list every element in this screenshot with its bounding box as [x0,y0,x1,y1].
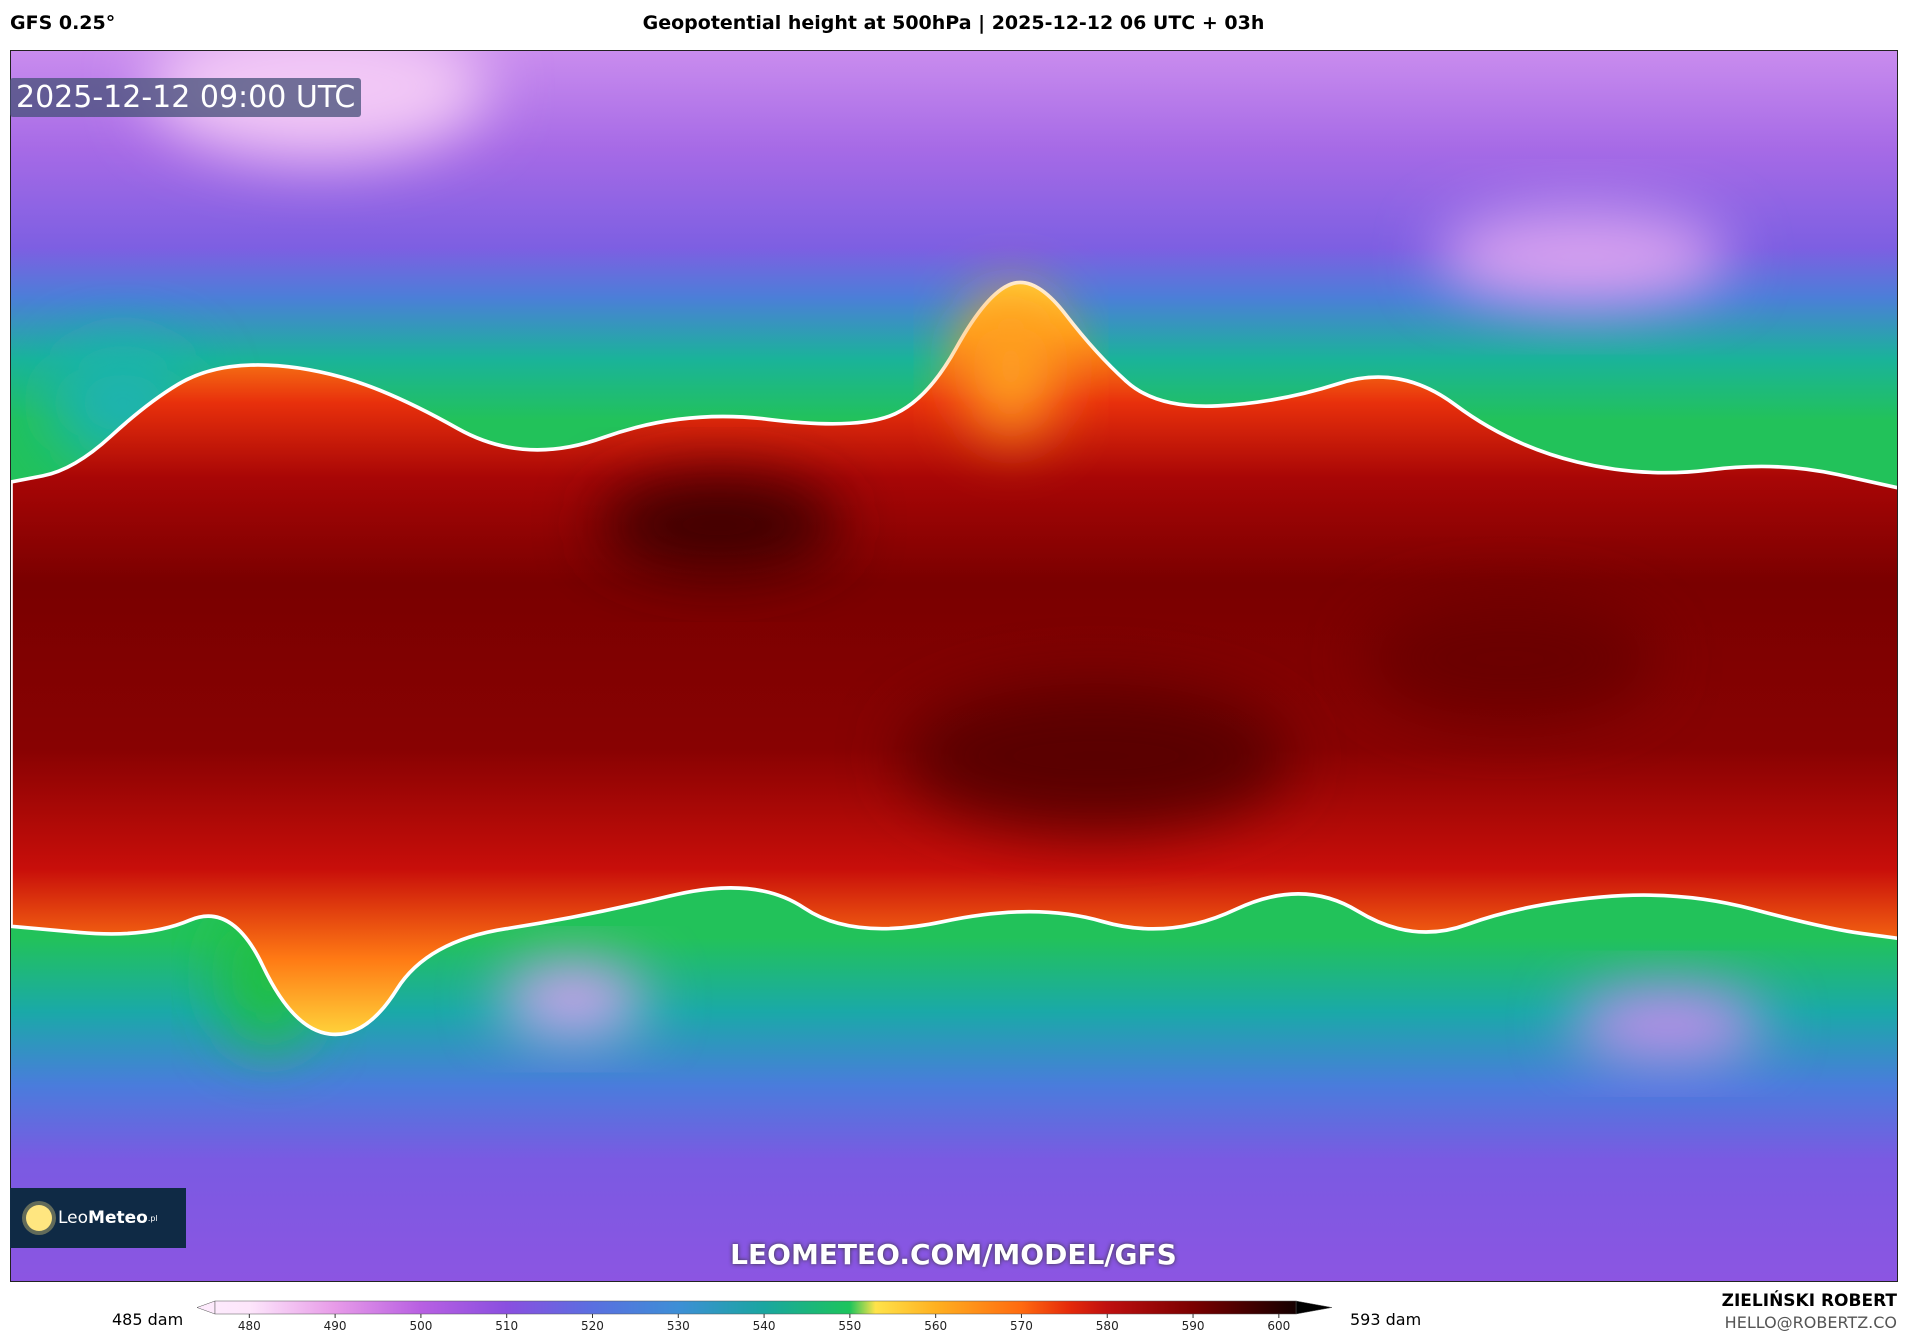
colorbar-max-label: 593 dam [1350,1310,1422,1329]
logo-light: Leo [58,1208,89,1228]
colorbar-tick-label: 600 [1267,1319,1290,1333]
colorbar-tick-label: 570 [1010,1319,1033,1333]
height-field [11,51,1897,1281]
map [10,50,1898,1282]
colorbar-tick-label: 490 [324,1319,347,1333]
logo: Leo Meteo .pl [10,1188,186,1248]
colorbar-tick-label: 540 [753,1319,776,1333]
colorbar-tick-label: 480 [238,1319,261,1333]
author: ZIELIŃSKI ROBERT [1721,1291,1897,1311]
colorbar-tick-label: 520 [581,1319,604,1333]
colorbar-tick-label: 500 [409,1319,432,1333]
colorbar: 480 490 500 510 520 530 540 550 560 570 580 590 600 [196,1300,1333,1333]
colorbar-tick-label: 510 [495,1319,518,1333]
colorbar-bar [214,1300,1297,1315]
colorbar-min-label: 485 dam [112,1310,184,1329]
map-title: Geopotential height at 500hPa | 2025-12-… [642,12,1265,34]
valid-time: 2025-12-12 09:00 UTC [10,78,362,117]
logo-suffix: .pl [147,1213,158,1223]
colorbar-tick-label: 550 [838,1319,861,1333]
colorbar-tick-label: 580 [1096,1319,1119,1333]
colorbar-extend-high [1295,1300,1333,1315]
logo-icon [26,1205,52,1231]
logo-bold: Meteo [88,1208,148,1228]
colorbar-tick-label: 560 [924,1319,947,1333]
colorbar-tick-label: 590 [1182,1319,1205,1333]
watermark: LEOMETEO.COM/MODEL/GFS [730,1238,1177,1271]
colorbar-tick-label: 530 [667,1319,690,1333]
colorbar-extend-low [196,1300,216,1315]
model-name: GFS 0.25° [10,12,116,34]
email: HELLO@ROBERTZ.CO [1724,1313,1897,1332]
